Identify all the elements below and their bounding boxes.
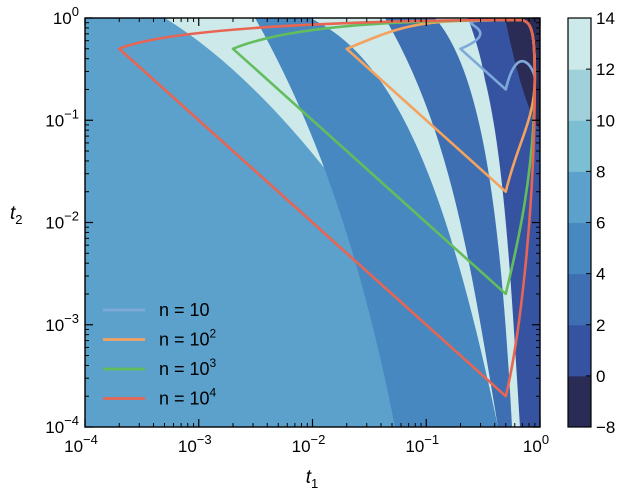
y-axis-label: t2 [10, 203, 23, 227]
colorbar-level [568, 18, 591, 70]
colorbar-level [568, 324, 591, 377]
contour-band-7 [505, 18, 540, 130]
colorbar-tick-label: 0 [596, 367, 605, 386]
legend-entry: n = 10 [159, 300, 210, 320]
colorbar-tick-label: 6 [596, 214, 605, 233]
colorbar-tick-label: 10 [596, 111, 615, 130]
contour-band-4 [255, 18, 498, 427]
y-tick-label: 10−3 [45, 311, 79, 335]
colorbar-tick-label: 4 [596, 265, 605, 284]
contour-band-6 [468, 18, 540, 427]
colorbar-level [568, 120, 591, 172]
x-tick-label: 10−4 [64, 432, 98, 456]
y-tick-label: 10−2 [45, 209, 79, 233]
contour-bands [85, 18, 540, 427]
feasible-regions [117, 18, 537, 398]
colorbar-tick-label: 12 [596, 60, 615, 79]
x-tick-label: 100 [523, 432, 549, 456]
colorbar-tick-label: −8 [596, 418, 615, 437]
legend: n = 10 n = 102 n = 103 n = 104 [103, 300, 217, 409]
colorbar-level [568, 69, 591, 121]
colorbar-tick-label: 8 [596, 162, 605, 181]
colorbar: −8 0 2 4 6 8 10 12 14 [567, 9, 615, 437]
contour-band-5 [385, 18, 512, 427]
colorbar-level [568, 171, 591, 223]
x-tick-label: 10−2 [292, 432, 326, 456]
y-tick-label: 10−1 [45, 106, 79, 130]
colorbar-level [568, 273, 591, 326]
colorbar-level [568, 222, 591, 275]
x-tick-label: 10−3 [178, 432, 212, 456]
y-tick-label: 100 [53, 4, 79, 28]
x-tick-label: 10−1 [405, 432, 439, 456]
region-outline-3 [117, 18, 537, 398]
colorbar-level [568, 375, 591, 428]
x-axis-label: t1 [306, 467, 319, 491]
legend-entry: n = 102 [159, 327, 217, 350]
legend-entry: n = 104 [159, 386, 217, 409]
y-tick-label: 10−4 [45, 413, 79, 437]
legend-entry: n = 103 [159, 356, 217, 379]
colorbar-tick-label: 2 [596, 316, 605, 335]
colorbar-tick-label: 14 [596, 9, 615, 28]
